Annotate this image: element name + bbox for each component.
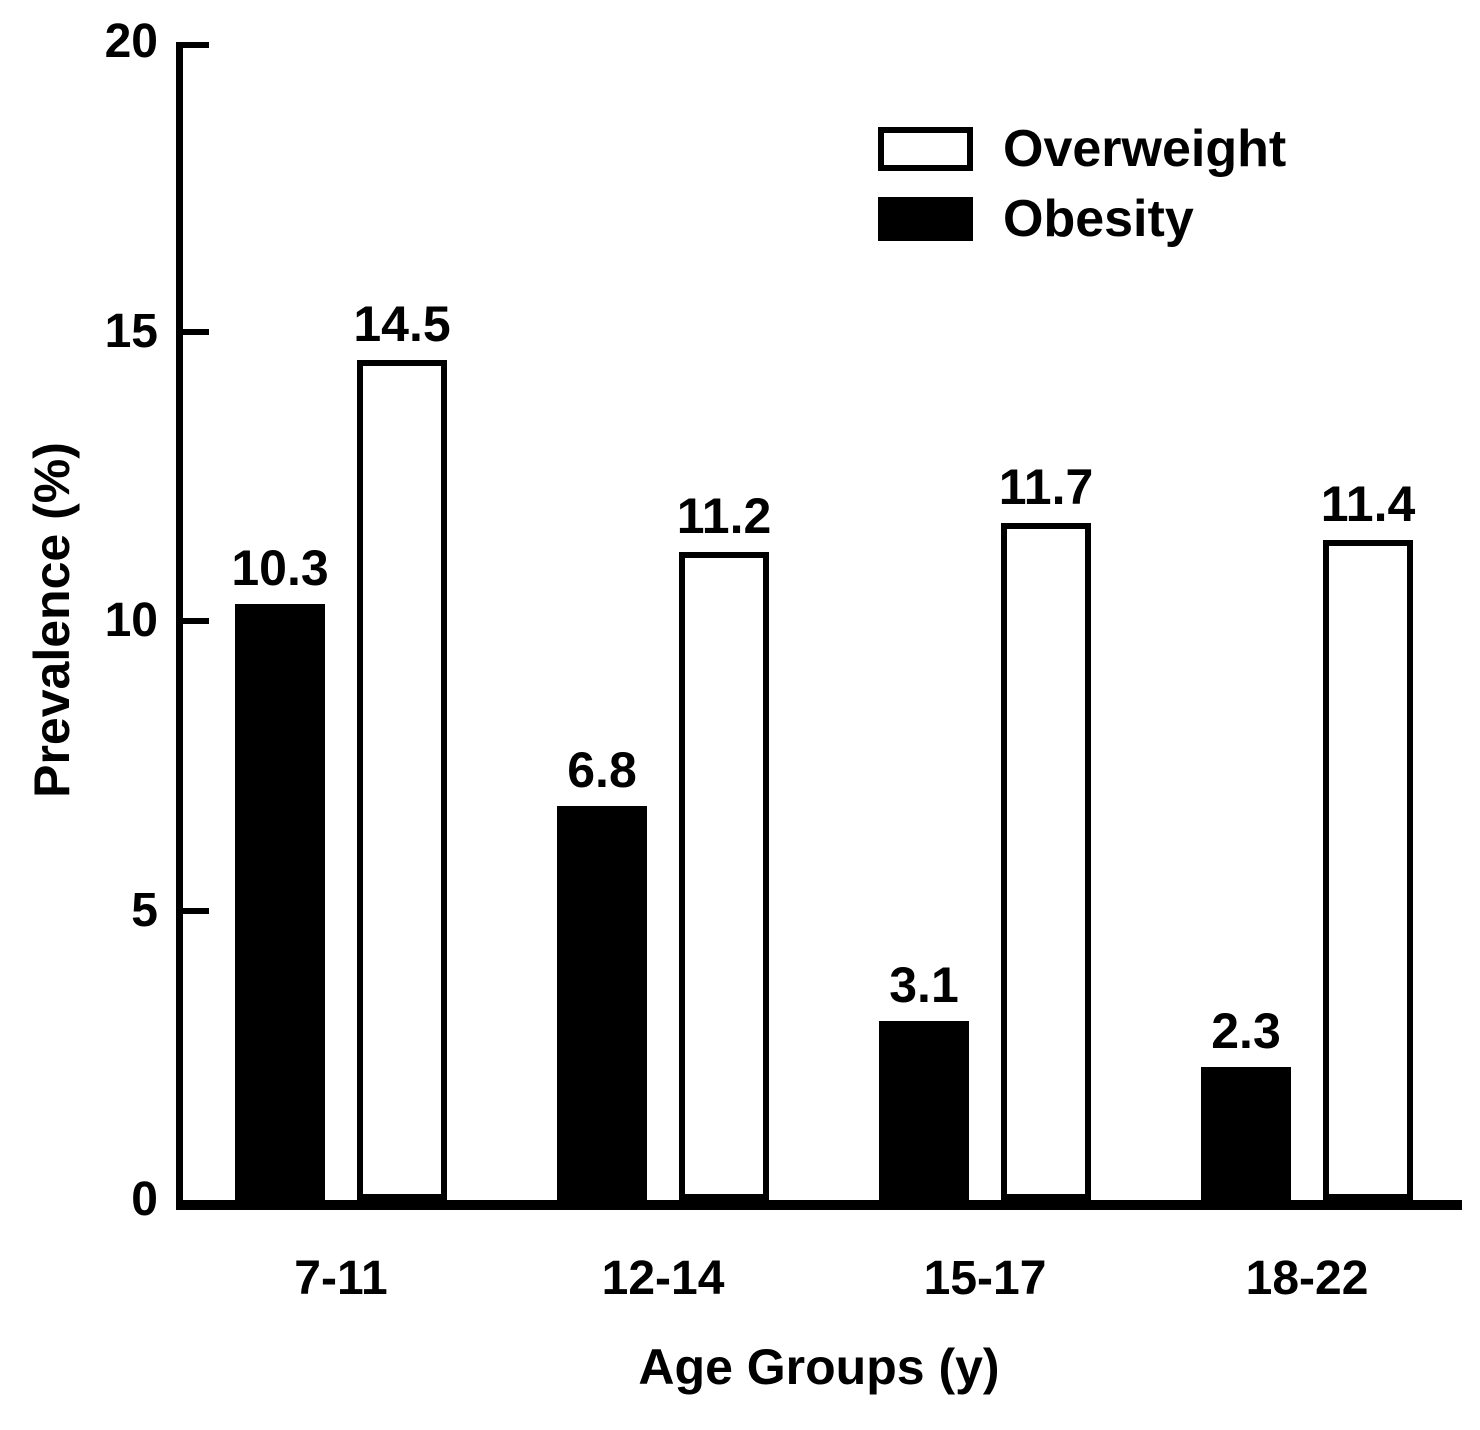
bar-obesity-12-14 xyxy=(557,806,647,1200)
value-label-obesity-12-14: 6.8 xyxy=(567,742,637,798)
overweight-swatch-icon xyxy=(878,127,973,171)
y-tick-label: 15 xyxy=(104,304,158,358)
value-label-obesity-15-17: 3.1 xyxy=(889,957,959,1013)
x-axis-line xyxy=(176,1200,1462,1210)
y-tick-mark xyxy=(183,42,209,48)
value-label-overweight-7-11: 14.5 xyxy=(353,296,451,352)
obesity-swatch-icon xyxy=(878,197,973,241)
y-tick-label: 20 xyxy=(104,15,158,68)
x-axis-title: Age Groups (y) xyxy=(638,1339,1000,1395)
y-tick-label: 0 xyxy=(131,1173,158,1226)
bar-overweight-15-17 xyxy=(1001,523,1091,1200)
legend-label-overweight: Overweight xyxy=(1003,120,1287,178)
y-tick-label: 5 xyxy=(131,883,158,937)
x-tick-label-12-14: 12-14 xyxy=(601,1252,725,1305)
legend: Overweight Obesity xyxy=(878,114,1286,254)
value-label-overweight-15-17: 11.7 xyxy=(998,459,1094,515)
bar-obesity-7-11 xyxy=(235,604,325,1200)
bar-obesity-15-17 xyxy=(879,1021,969,1200)
bar-overweight-18-22 xyxy=(1323,540,1413,1200)
bar-overweight-7-11 xyxy=(357,360,447,1200)
bar-overweight-12-14 xyxy=(679,552,769,1200)
y-tick-label: 10 xyxy=(104,594,158,647)
x-tick-label-15-17: 15-17 xyxy=(923,1252,1047,1305)
y-tick-mark xyxy=(183,907,209,914)
value-label-overweight-12-14: 11.2 xyxy=(676,488,772,544)
bar-obesity-18-22 xyxy=(1201,1067,1291,1200)
legend-item-overweight: Overweight xyxy=(878,114,1286,184)
y-tick-mark xyxy=(183,328,209,335)
y-tick-mark xyxy=(183,618,209,624)
legend-item-obesity: Obesity xyxy=(878,184,1286,254)
value-label-obesity-7-11: 10.3 xyxy=(231,540,329,596)
x-tick-label-18-22: 18-22 xyxy=(1245,1252,1369,1305)
value-label-overweight-18-22: 11.4 xyxy=(1320,476,1416,532)
x-tick-label-7-11: 7-11 xyxy=(294,1252,388,1305)
value-label-obesity-18-22: 2.3 xyxy=(1211,1003,1281,1059)
legend-label-obesity: Obesity xyxy=(1003,190,1194,248)
y-axis-line xyxy=(176,42,183,1210)
